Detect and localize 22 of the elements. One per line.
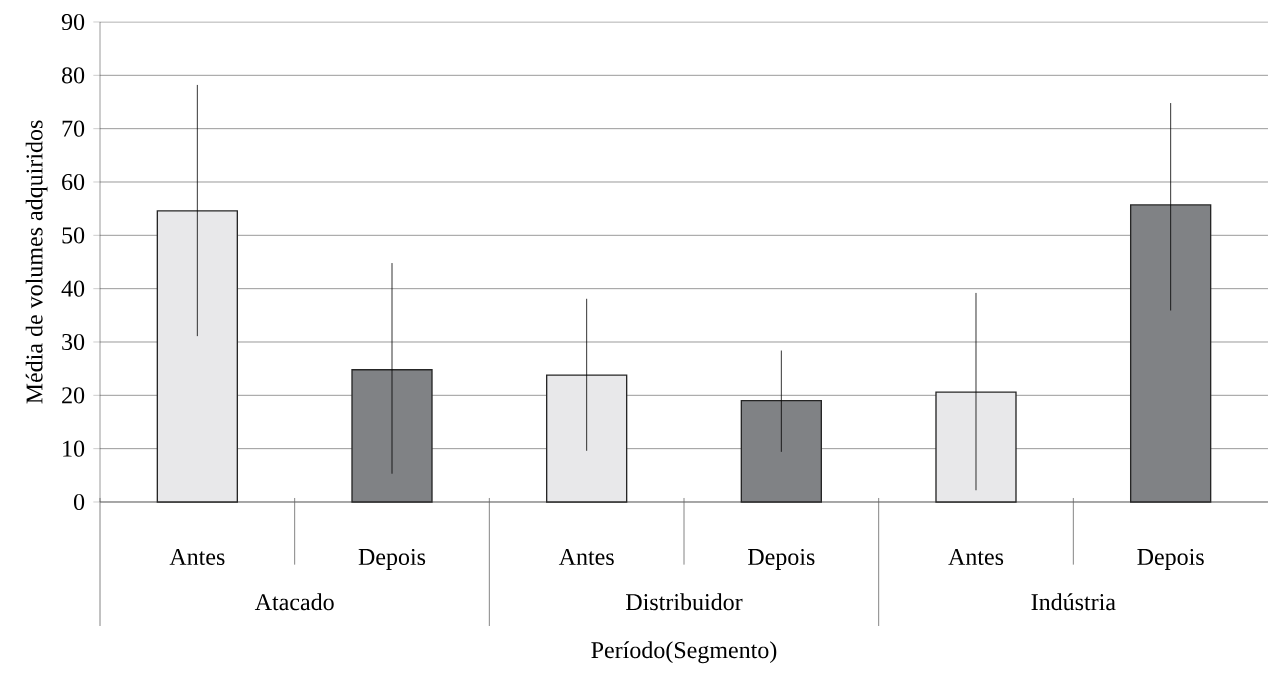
x-axis-title: Período(Segmento) (591, 641, 777, 664)
y-tick-label: 40 (61, 280, 85, 297)
x-tick-label: Antes (169, 548, 225, 565)
y-tick-label: 70 (62, 120, 85, 137)
x-tick-label: Antes (948, 548, 1004, 565)
y-tick-label: 10 (63, 440, 85, 457)
x-tick-label: Depois (748, 548, 815, 570)
y-tick-label: 30 (62, 333, 85, 351)
text: Distribuidor (626, 593, 743, 611)
y-tick-label: 50 (62, 227, 85, 244)
y-tick-label: 60 (62, 173, 85, 191)
x-tick-label: Antes (558, 548, 614, 565)
y-tick-label: 90 (61, 13, 85, 31)
bar (156, 210, 239, 503)
y-tick-label: 0 (73, 493, 85, 511)
y-axis-title: Média de volumes adquiridos (25, 120, 48, 404)
y-tick-label: 80 (61, 67, 85, 84)
y-tick-label: 20 (62, 387, 85, 404)
x-tick-label: Depois (358, 548, 426, 570)
text: Atacado (254, 593, 334, 611)
x-tick-label: Depois (1137, 548, 1204, 570)
text: Indústria (1031, 593, 1116, 611)
